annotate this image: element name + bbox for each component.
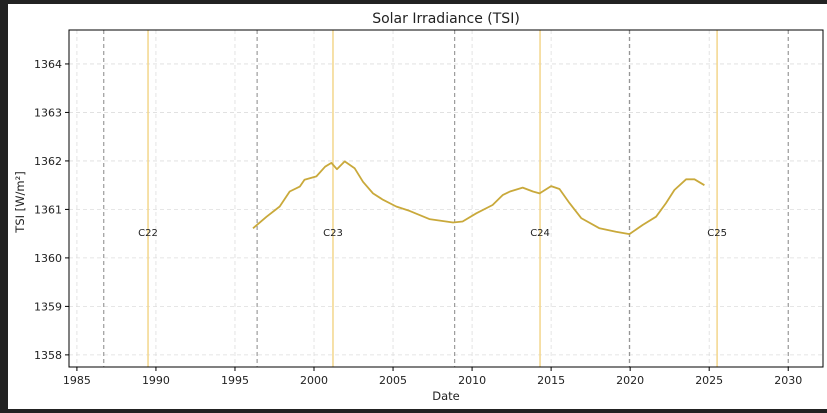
- x-tick-label: 2015: [537, 374, 565, 387]
- y-tick-label: 1358: [34, 349, 62, 362]
- x-axis-label: Date: [432, 389, 460, 403]
- chart-title: Solar Irradiance (TSI): [372, 11, 520, 27]
- x-tick-label: 2005: [379, 374, 407, 387]
- y-ticks: 1358 1359 1360 1361 1362 1363 1364: [34, 58, 69, 362]
- y-tick-label: 1362: [34, 155, 62, 168]
- cycle-label: C25: [707, 228, 727, 239]
- cycle-label: C23: [323, 228, 343, 239]
- figure: C22 C23 C24 C25 1985 1990 1995 2000 2005 2010 201…: [8, 4, 827, 409]
- x-tick-label: 2010: [458, 374, 486, 387]
- cycle-label: C22: [138, 228, 158, 239]
- x-tick-label: 1995: [221, 374, 249, 387]
- series: [252, 160, 705, 236]
- y-tick-label: 1359: [34, 300, 62, 313]
- y-tick-label: 1361: [34, 203, 62, 216]
- grid: [69, 30, 823, 367]
- cycle-label: C24: [530, 228, 550, 239]
- cycle-lines: [103, 30, 789, 367]
- tsi-chart: C22 C23 C24 C25 1985 1990 1995 2000 2005 2010 201…: [13, 11, 824, 403]
- x-tick-label: 2020: [616, 374, 644, 387]
- y-tick-label: 1363: [34, 106, 62, 119]
- tsi-line: [252, 160, 705, 236]
- x-tick-label: 1990: [142, 374, 170, 387]
- cycle-labels: C22 C23 C24 C25: [138, 228, 727, 239]
- x-ticks: 1985 1990 1995 2000 2005 2010 2015 2020 2025 2030: [63, 367, 802, 387]
- y-tick-label: 1360: [34, 252, 62, 265]
- x-tick-label: 2025: [695, 374, 723, 387]
- x-tick-label: 2030: [774, 374, 802, 387]
- y-axis-label: TSI [W/m²]: [13, 171, 27, 233]
- y-tick-label: 1364: [34, 58, 62, 71]
- x-tick-label: 1985: [63, 374, 91, 387]
- x-tick-label: 2000: [300, 374, 328, 387]
- axes-frame: [68, 29, 824, 368]
